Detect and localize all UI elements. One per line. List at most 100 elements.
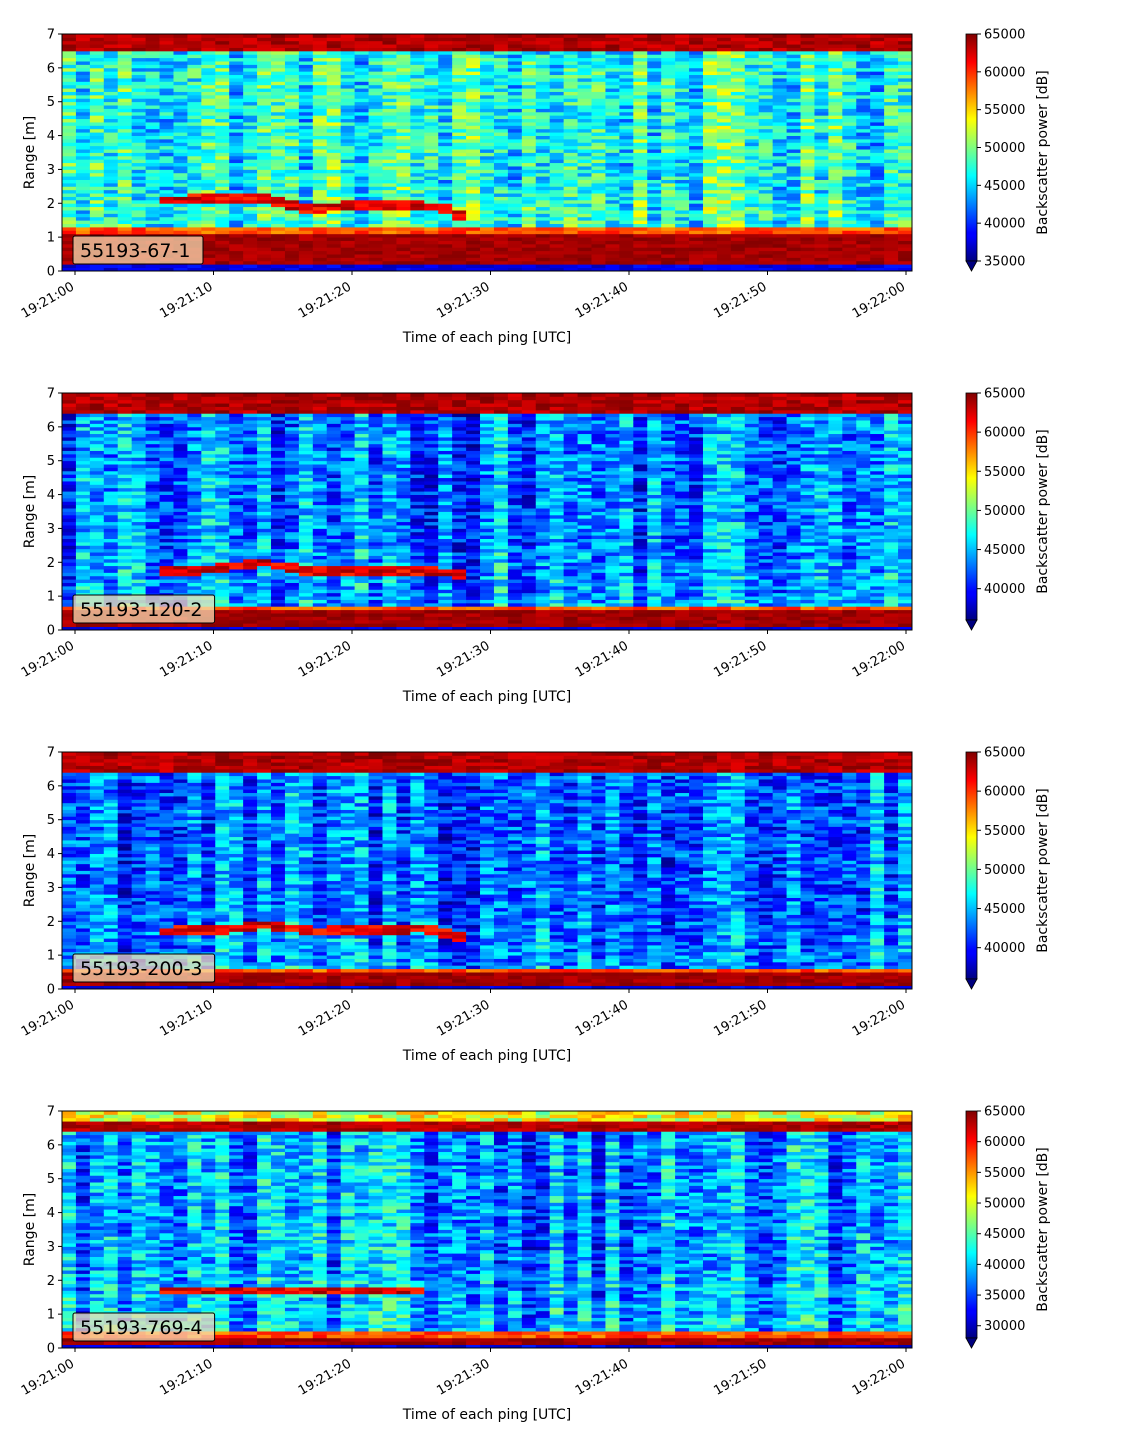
heatmap-cell [117,142,133,147]
heatmap-cell [758,47,774,52]
heatmap-cell [75,206,91,211]
heatmap-cell [605,50,620,55]
heatmap-cell [298,40,314,45]
heatmap-cell [452,257,467,262]
heatmap-cell [159,155,174,160]
heatmap-cell [800,101,815,106]
heatmap-cell [187,145,202,150]
heatmap-cell [424,159,439,164]
heatmap-cell [689,223,704,228]
heatmap-cell [535,57,551,62]
heatmap-cell [103,176,119,180]
heatmap [62,34,913,272]
heatmap-cell [605,67,620,72]
heatmap-cell [382,264,397,269]
heatmap-cell [772,247,787,252]
heatmap-cell [814,230,829,235]
heatmap-cell [117,626,133,631]
heatmap-cell [298,203,314,208]
heatmap-cell [159,57,174,62]
heatmap-cell [368,149,383,153]
heatmap-cell [382,210,397,214]
heatmap-cell [786,84,801,89]
heatmap-cell [702,64,718,69]
heatmap-cell [591,210,606,214]
heatmap-cell [368,233,383,238]
heatmap-cell [675,88,690,92]
heatmap-cell [62,226,77,231]
heatmap-cell [452,81,467,86]
heatmap-cell [243,159,258,164]
heatmap-cell [647,196,662,201]
heatmap-cell [842,216,857,221]
heatmap-cell [675,166,690,170]
heatmap-cell [131,78,146,82]
heatmap-cell [772,91,787,96]
heatmap-cell [89,484,105,489]
heatmap-cell [591,250,606,255]
heatmap-cell [828,135,843,140]
heatmap-cell [633,216,648,221]
heatmap-cell [535,37,551,42]
heatmap-cell [173,135,188,140]
heatmap-cell [716,74,732,79]
heatmap-cell [452,196,467,201]
heatmap-cell [396,98,411,103]
heatmap-cell [842,91,857,96]
heatmap-cell [410,101,425,106]
heatmap-cell [521,40,537,45]
heatmap-cell [62,623,77,628]
heatmap-cell [229,267,244,272]
heatmap-cell [884,84,899,89]
heatmap-cell [187,37,202,42]
heatmap-cell [786,230,801,235]
heatmap-cell [145,511,160,516]
heatmap-cell [117,423,133,428]
heatmap-cell [619,267,634,272]
heatmap-cell [619,135,634,140]
heatmap-cell [521,44,537,48]
heatmap-cell [480,125,495,130]
heatmap-cell [103,98,119,103]
heatmap-cell [744,34,760,38]
heatmap-cell [480,34,495,38]
heatmap-cell [326,179,342,184]
heatmap-cell [117,230,133,235]
x-tick-label: 19:21:50 [711,279,769,321]
heatmap-cell [159,34,174,38]
heatmap-cell [480,91,495,96]
heatmap-cell [62,616,77,621]
heatmap-cell [312,179,328,184]
heatmap-cell [145,531,160,536]
heatmap-cell [103,623,119,628]
heatmap-cell [396,223,411,228]
heatmap-cell [312,237,328,241]
heatmap-cell [312,189,328,194]
heatmap-cell [173,193,188,197]
heatmap-cell [62,108,77,113]
heatmap-cell [89,538,105,543]
heatmap-cell [354,132,369,136]
heatmap-cell [452,40,467,45]
heatmap-cell [605,254,620,258]
heatmap-cell [187,186,202,191]
heatmap-cell [619,237,634,241]
heatmap-cell [424,40,439,45]
heatmap-cell [173,50,188,55]
heatmap-cell [75,37,91,42]
heatmap-cell [284,199,300,204]
heatmap-cell [368,206,383,211]
heatmap-cell [89,477,105,482]
heatmap-cell [424,105,439,109]
heatmap-cell [898,145,913,150]
heatmap-cell [744,118,760,123]
heatmap-cell [549,254,565,258]
heatmap-cell [744,44,760,48]
heatmap-cell [577,176,592,180]
heatmap-cell [716,67,732,72]
heatmap-cell [145,47,160,52]
heatmap-cell [187,196,202,201]
heatmap-cell [744,267,760,272]
heatmap-cell [117,521,133,526]
heatmap-cell [661,91,676,96]
